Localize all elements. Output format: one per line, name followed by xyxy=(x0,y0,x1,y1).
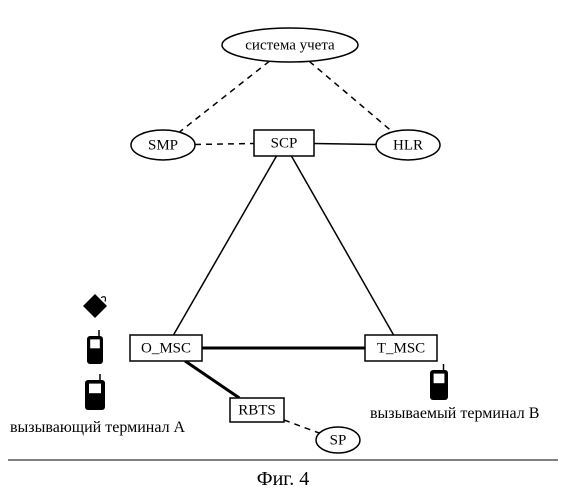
node-label-accounting: система учета xyxy=(245,37,335,53)
node-label-o_msc: O_MSC xyxy=(141,340,191,356)
node-label-sp: SP xyxy=(330,432,347,448)
edge-smp-scp xyxy=(195,143,254,144)
node-label-hlr: HLR xyxy=(393,137,423,153)
edge-o_msc-rbts xyxy=(185,361,239,398)
node-scp: SCP xyxy=(254,130,314,156)
node-label-rbts: RBTS xyxy=(238,402,276,418)
figure-caption: Фиг. 4 xyxy=(257,468,309,490)
node-rbts: RBTS xyxy=(230,398,284,422)
node-accounting: система учета xyxy=(222,28,358,62)
edge-scp-t_msc xyxy=(291,156,393,335)
terminal-b-icon xyxy=(430,364,448,400)
terminal-a-icon-1 xyxy=(87,330,103,364)
terminal-a-icon-2 xyxy=(85,374,105,410)
terminal-a-icon-0 xyxy=(83,294,107,318)
node-smp: SMP xyxy=(131,130,195,160)
node-label-smp: SMP xyxy=(148,137,178,153)
edge-accounting-smp xyxy=(179,61,269,132)
node-sp: SP xyxy=(316,427,360,453)
node-label-scp: SCP xyxy=(271,135,298,151)
edge-accounting-hlr xyxy=(309,61,392,132)
edge-scp-hlr xyxy=(314,143,376,144)
node-t_msc: T_MSC xyxy=(365,335,437,361)
node-hlr: HLR xyxy=(376,130,440,160)
terminal-b-label: вызываемый терминал B xyxy=(370,405,539,422)
node-o_msc: O_MSC xyxy=(130,335,202,361)
edge-scp-o_msc xyxy=(173,156,276,335)
terminal-a-label: вызывающий терминал A xyxy=(10,419,186,436)
node-label-t_msc: T_MSC xyxy=(377,340,425,356)
edge-rbts-sp xyxy=(284,420,319,433)
